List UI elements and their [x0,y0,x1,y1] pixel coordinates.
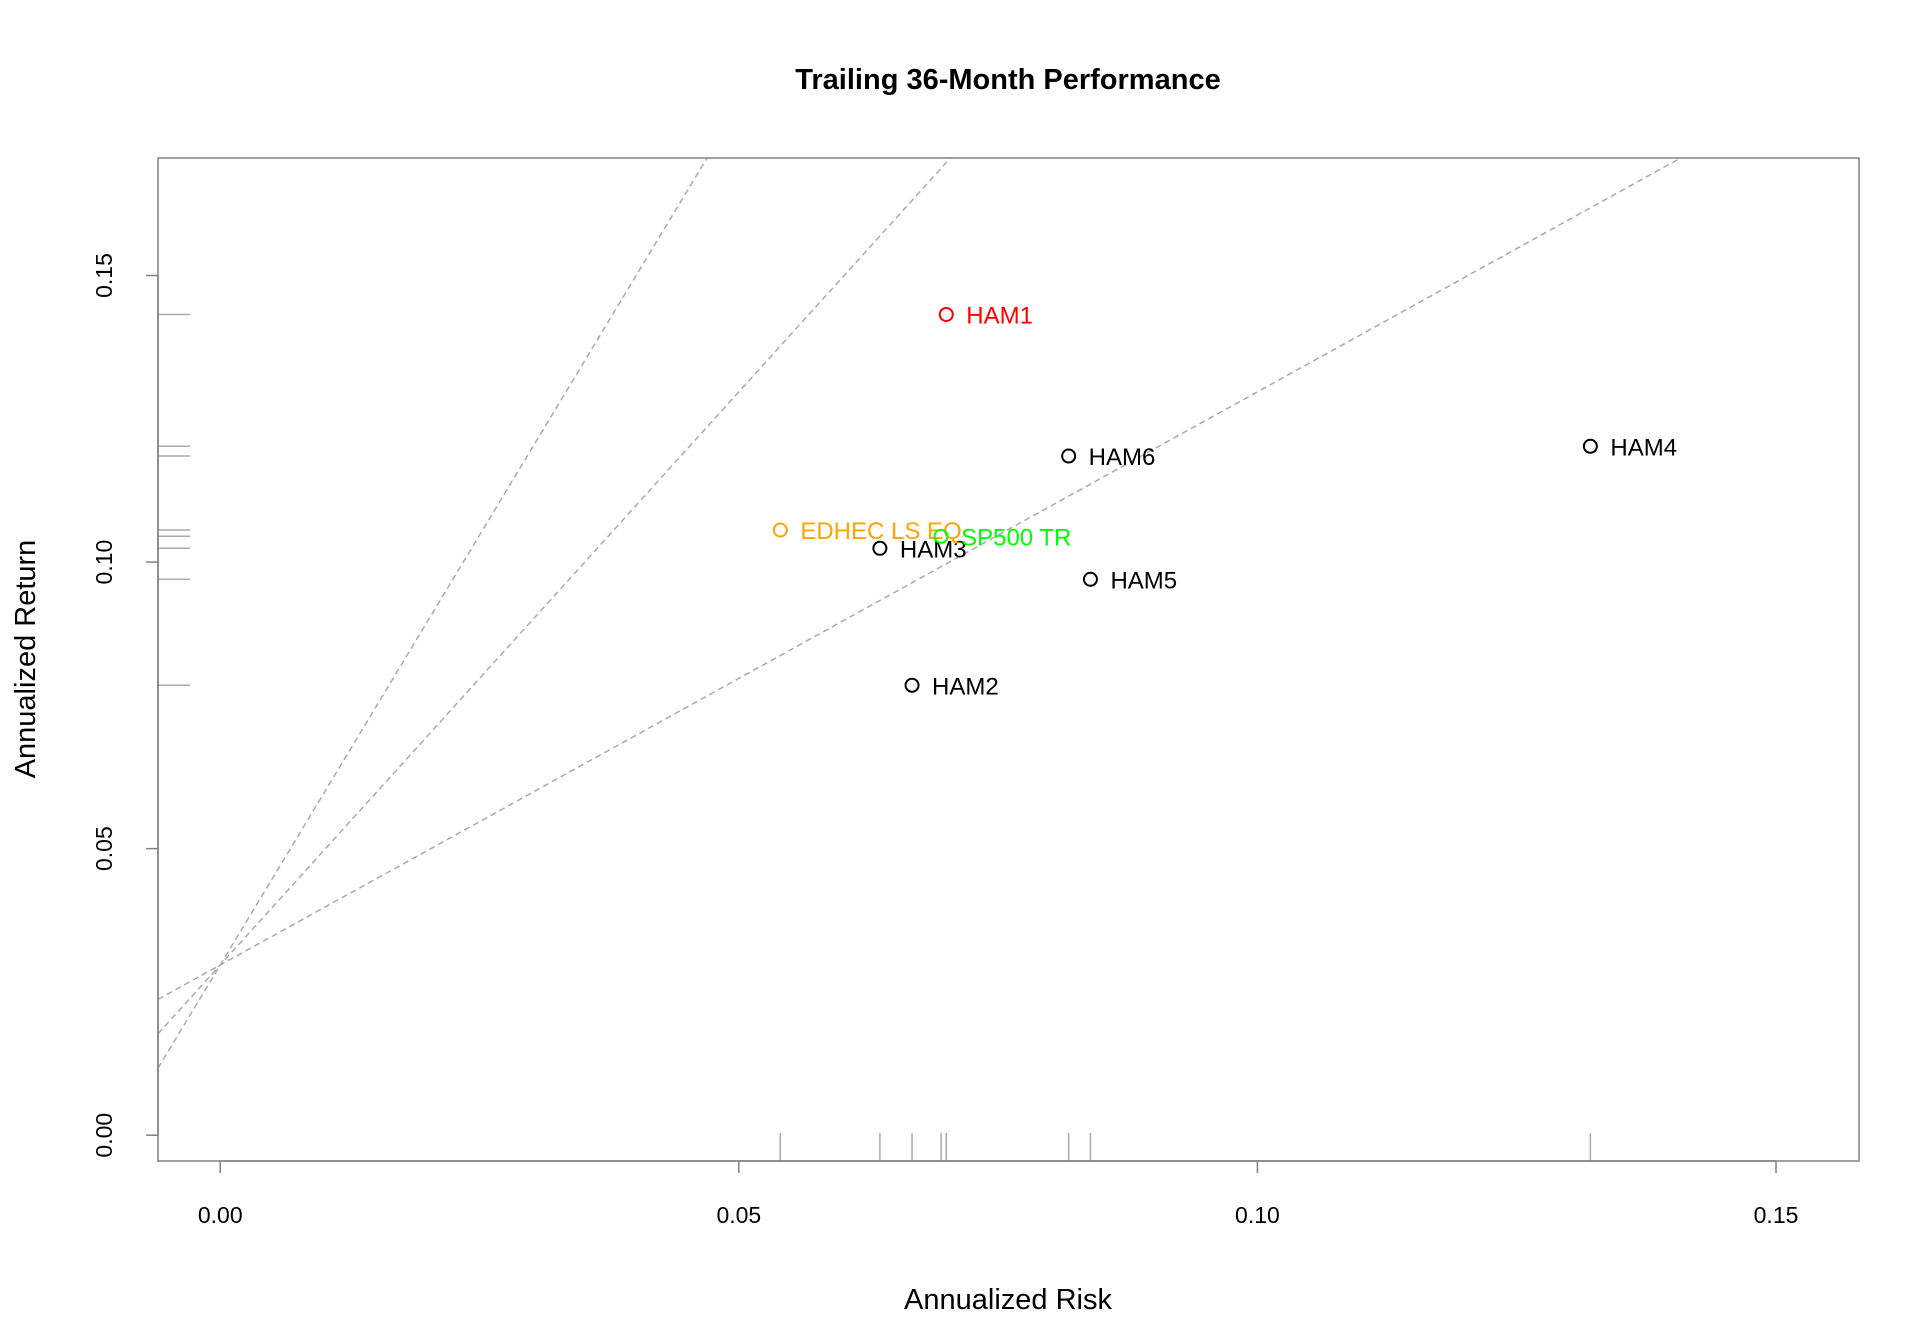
reference-lines [158,158,1683,1069]
data-point [904,677,920,693]
data-point [872,540,888,556]
y-tick-label: 0.10 [91,540,117,585]
point-label: HAM3 [900,536,967,563]
y-tick-label: 0.00 [91,1113,117,1158]
data-point [1082,571,1098,587]
reference-line-3 [158,158,1683,1001]
data-points: HAM1 HAM2 HAM3 HAM4 HAM5 HAM6 EDHEC LS EQ SP500… [772,302,1677,700]
point-label: SP500 TR [961,524,1071,551]
point-label: HAM1 [966,302,1033,329]
chart-title: Trailing 36-Month Performance [795,64,1220,96]
x-tick-label: 0.00 [198,1202,243,1228]
y-axis: 0.00 0.05 0.10 0.15 [91,253,159,1158]
x-tick-label: 0.05 [716,1202,761,1228]
y-tick-label: 0.05 [91,826,117,871]
rug-marks [158,313,1592,1161]
x-axis-label: Annualized Risk [904,1284,1112,1316]
data-point [933,528,949,544]
x-axis: 0.00 0.05 0.10 0.15 [198,1160,1799,1228]
point-label: HAM5 [1110,567,1177,594]
point-label: EDHEC LS EQ [800,518,961,545]
point-label: HAM6 [1089,444,1156,471]
x-tick-label: 0.10 [1235,1202,1280,1228]
data-point [772,522,788,538]
data-point [1061,448,1077,464]
point-label: HAM2 [932,673,999,700]
y-tick-label: 0.15 [91,253,117,298]
x-tick-label: 0.15 [1754,1202,1799,1228]
reference-line-2 [158,158,952,1035]
data-point [1582,438,1598,454]
data-point [938,306,954,322]
y-axis-label: Annualized Return [10,540,42,779]
point-label: HAM4 [1610,434,1677,461]
